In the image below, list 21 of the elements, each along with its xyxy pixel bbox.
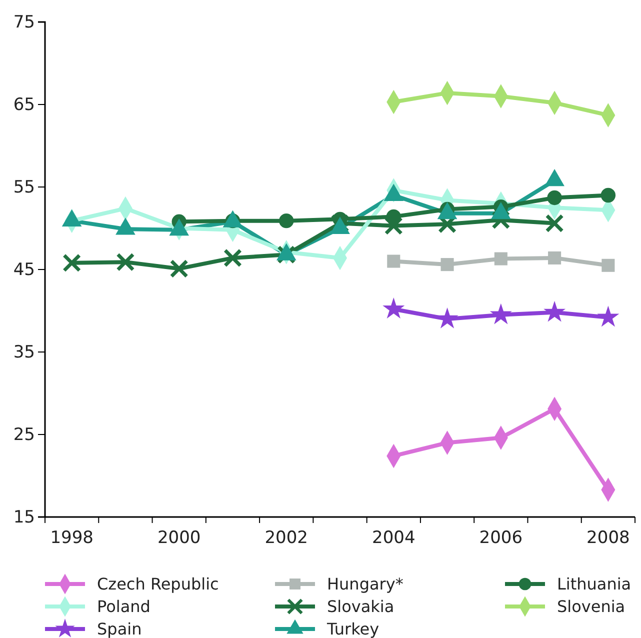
- y-tick-label: 45: [13, 260, 35, 280]
- legend-label: Poland: [97, 597, 150, 616]
- y-tick-label: 65: [13, 94, 35, 115]
- x-tick-label: 2004: [372, 528, 416, 548]
- legend-label: Turkey: [326, 620, 380, 638]
- x-tick-label: 2006: [479, 528, 523, 548]
- y-tick-label: 55: [13, 177, 35, 198]
- legend-label: Lithuania: [557, 574, 632, 594]
- legend-label: Slovenia: [557, 597, 626, 616]
- legend-label: Czech Republic: [97, 574, 219, 594]
- x-tick-label: 1998: [50, 528, 94, 548]
- legend-label: Slovakia: [327, 597, 394, 616]
- y-tick-label: 75: [13, 12, 35, 32]
- y-tick-label: 25: [13, 424, 35, 445]
- x-tick-label: 2002: [264, 528, 308, 548]
- y-tick-label: 15: [13, 507, 35, 528]
- x-tick-label: 2000: [157, 528, 201, 548]
- legend-label: Hungary*: [327, 574, 404, 594]
- x-tick-label: 2008: [586, 528, 630, 548]
- y-tick-label: 35: [13, 342, 35, 362]
- legend-label: Spain: [97, 620, 142, 638]
